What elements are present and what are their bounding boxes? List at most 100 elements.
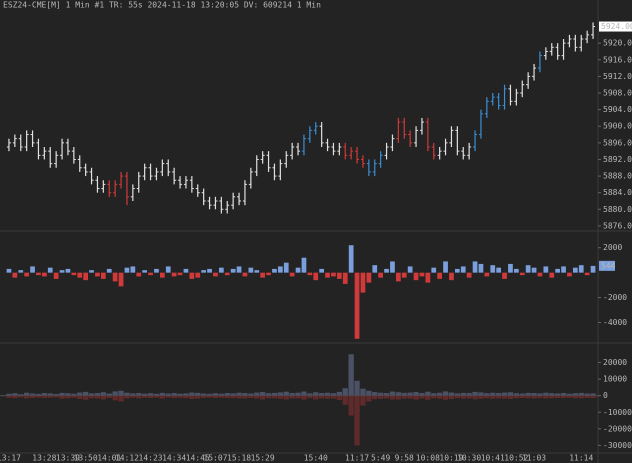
volume-bar	[71, 393, 77, 396]
volume-bar	[106, 393, 112, 396]
volume-bar	[348, 395, 354, 416]
volume-bar	[23, 395, 30, 399]
volume-bar	[436, 395, 443, 399]
delta-bar	[313, 272, 319, 281]
volume-bar	[212, 395, 219, 399]
x-tick-label: 15:29	[251, 454, 275, 463]
volume-bar	[118, 390, 124, 396]
delta-bar	[502, 272, 507, 279]
volume-bar	[560, 393, 567, 396]
x-tick-label: 14:12	[115, 454, 139, 463]
last-delta-box	[599, 260, 615, 271]
volume-bar	[324, 395, 331, 399]
volume-bar	[431, 393, 437, 396]
last-delta-label: 544	[601, 261, 616, 270]
delta-bar	[466, 272, 472, 278]
volume-bar	[230, 393, 236, 396]
delta-bar	[331, 272, 336, 277]
volume-bar	[525, 392, 531, 396]
volume-bar	[165, 395, 171, 398]
volume-bar	[330, 395, 337, 399]
volume-bar	[519, 393, 525, 396]
volume-bar	[495, 393, 502, 396]
volume-bar	[283, 391, 289, 396]
volume-bar	[578, 392, 584, 396]
delta-bar	[561, 266, 566, 273]
delta-bar	[342, 272, 348, 284]
volume-bar	[419, 393, 425, 396]
delta-bar	[36, 272, 41, 276]
delta-bar	[425, 272, 431, 283]
delta-bar	[59, 270, 65, 273]
volume-bar	[307, 393, 313, 396]
x-tick-label: 14:23	[139, 454, 163, 463]
volume-bar	[389, 395, 396, 400]
volume-bar	[271, 392, 278, 396]
volume-bar	[259, 395, 266, 400]
volume-bar	[12, 395, 18, 399]
volume-bar	[478, 395, 484, 399]
volume-bar	[507, 392, 514, 396]
volume-bar	[401, 395, 407, 399]
delta-bar	[189, 272, 195, 279]
delta-bar	[354, 272, 360, 339]
volume-bar	[395, 392, 402, 396]
x-tick-label: 10:41	[481, 454, 505, 463]
y-tick-label: -10000	[603, 408, 632, 417]
volume-bar	[354, 380, 360, 396]
volume-bar	[466, 395, 472, 399]
y-tick-label: 5888.00	[603, 172, 632, 181]
volume-bar	[549, 393, 555, 396]
x-tick-label: 14:45	[186, 454, 210, 463]
delta-bar	[24, 272, 30, 277]
delta-bar	[53, 272, 59, 279]
y-tick-label: 5880.00	[603, 205, 632, 214]
delta-bar	[289, 272, 295, 277]
delta-bar	[325, 272, 330, 278]
y-tick-label: 5920.00	[603, 39, 632, 48]
volume-bar	[313, 395, 319, 400]
x-tick-label: 11:14	[569, 454, 593, 463]
volume-bar	[236, 392, 242, 396]
y-tick-label: 5904.00	[603, 105, 632, 114]
volume-bar	[35, 393, 42, 396]
delta-bar	[519, 272, 525, 276]
volume-bar	[318, 393, 325, 396]
volume-bar	[478, 392, 484, 396]
volume-bar	[572, 393, 579, 396]
volume-bar	[23, 392, 30, 396]
volume-bar	[195, 395, 201, 399]
volume-bar	[224, 395, 230, 399]
volume-bar	[407, 392, 413, 396]
delta-bar	[12, 272, 18, 278]
delta-bar	[201, 270, 207, 273]
volume-bar	[572, 395, 579, 399]
volume-bar	[277, 395, 284, 399]
delta-bar	[218, 267, 224, 273]
delta-bar	[30, 266, 35, 273]
volume-bar	[313, 392, 319, 396]
volume-bar	[389, 391, 396, 396]
volume-bar	[425, 395, 431, 400]
volume-bar	[442, 395, 449, 400]
volume-bar	[301, 395, 307, 400]
volume-bar	[413, 392, 419, 396]
volume-bar	[18, 395, 24, 398]
delta-bar	[378, 272, 384, 278]
volume-bar	[531, 395, 537, 399]
volume-bar	[147, 393, 154, 396]
volume-bar	[130, 393, 136, 396]
delta-bar	[443, 261, 448, 273]
volume-bar	[94, 395, 101, 399]
volume-bar	[560, 395, 567, 399]
volume-bar	[100, 395, 107, 400]
volume-bar	[259, 392, 266, 396]
volume-bar	[472, 391, 478, 396]
delta-bar	[142, 270, 148, 273]
delta-bar	[195, 272, 201, 278]
delta-bar	[154, 268, 159, 273]
volume-bar	[513, 393, 520, 396]
delta-bar	[295, 267, 301, 273]
delta-bar	[112, 272, 118, 282]
